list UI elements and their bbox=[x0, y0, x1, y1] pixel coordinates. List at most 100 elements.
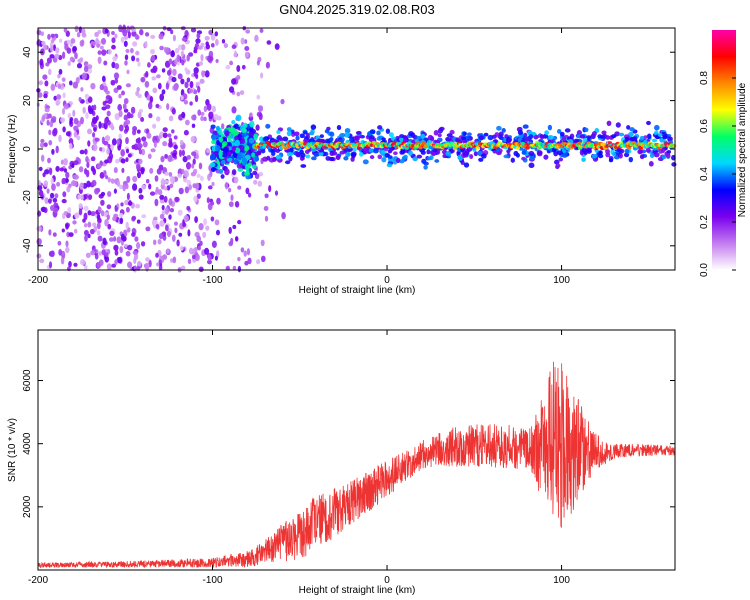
spectrogram-noise-point bbox=[140, 117, 145, 122]
spectrogram-noise-point bbox=[55, 165, 60, 172]
spectrogram-noise-point bbox=[131, 215, 137, 221]
spectrogram-band-point bbox=[249, 131, 254, 138]
spectrogram-halo-point bbox=[427, 134, 434, 141]
spectrogram-noise-point bbox=[118, 110, 123, 118]
spectrogram-noise-point bbox=[179, 139, 184, 146]
spectrogram-noise-point bbox=[44, 197, 49, 204]
spectrogram-halo-point bbox=[408, 131, 414, 137]
spectrogram-noise-point bbox=[65, 171, 70, 179]
spectrogram-halo-point bbox=[483, 132, 489, 137]
spectrogram-noise-point bbox=[42, 74, 48, 80]
spectrogram-noise-point bbox=[48, 261, 53, 269]
spectrogram-halo-point bbox=[533, 134, 539, 139]
spectrogram-noise-point bbox=[159, 213, 165, 220]
spectrogram-halo-point bbox=[495, 148, 501, 153]
spectrogram-halo-point bbox=[387, 155, 393, 159]
spectrogram-noise-point bbox=[234, 201, 240, 208]
spectrogram-noise-point bbox=[48, 167, 53, 175]
spectrogram-halo-point bbox=[286, 127, 292, 132]
spectrogram-noise-point bbox=[43, 93, 48, 99]
spectrogram-noise-point bbox=[168, 140, 173, 148]
spectrogram-noise-point bbox=[109, 230, 115, 237]
spectrogram-noise-point bbox=[57, 83, 62, 90]
spectrogram-noise-point bbox=[85, 155, 89, 163]
spectrogram-noise-point bbox=[181, 111, 186, 119]
spectrogram-noise-point bbox=[135, 57, 140, 62]
spectrogram-noise-point bbox=[180, 265, 186, 271]
spectrogram-noise-point bbox=[37, 92, 43, 98]
spectrogram-halo-point bbox=[350, 151, 357, 157]
spectrogram-halo-point bbox=[524, 136, 531, 142]
spectrogram-halo-point bbox=[343, 156, 349, 161]
spectrogram-noise-point bbox=[139, 29, 144, 36]
spectrogram-noise-point bbox=[210, 216, 215, 222]
spectrogram-halo-point bbox=[254, 156, 260, 162]
spectrogram-noise-point bbox=[146, 132, 152, 139]
spectrogram-band-point bbox=[241, 157, 247, 164]
spectrogram-noise-point bbox=[110, 143, 114, 151]
spectrogram-halo-point bbox=[645, 147, 651, 153]
spectrogram-noise-point bbox=[177, 73, 183, 80]
spectrogram-band-point bbox=[218, 129, 223, 136]
spectrogram-noise-point bbox=[207, 173, 211, 181]
spectrogram-y-ticks: -40 -20 0 20 40 bbox=[22, 46, 675, 253]
spectrogram-noise-point bbox=[46, 188, 50, 194]
spectrogram-noise-point bbox=[72, 45, 78, 52]
spectrogram-noise-point bbox=[66, 185, 71, 193]
spectrogram-halo-point bbox=[300, 164, 307, 168]
spectrogram-noise-point bbox=[177, 209, 183, 216]
spectrogram-noise-point bbox=[178, 149, 183, 157]
spectrogram-noise-point bbox=[87, 140, 91, 147]
spectrogram-halo-point bbox=[426, 149, 431, 155]
spectrogram-noise-point bbox=[173, 144, 178, 150]
spectrogram-band-point bbox=[211, 134, 217, 141]
spectrogram-noise-point bbox=[103, 60, 108, 66]
spectrogram-noise-point bbox=[52, 128, 58, 137]
spectrogram-halo-point bbox=[591, 131, 597, 137]
spectrogram-halo-point bbox=[543, 154, 549, 160]
figure-title: GN04.2025.319.02.08.R03 bbox=[279, 2, 434, 17]
spectrogram-noise-point bbox=[136, 260, 142, 267]
spectrogram-band-point bbox=[222, 141, 228, 146]
spectrogram-halo-point bbox=[270, 148, 275, 153]
spectrogram-noise-point bbox=[145, 226, 151, 232]
spectrogram-noise-point bbox=[198, 223, 204, 231]
spectrogram-noise-point bbox=[67, 206, 72, 214]
spectrogram-band-point bbox=[218, 150, 223, 157]
spectrogram-noise-point bbox=[39, 142, 45, 149]
spectrogram-noise-point bbox=[188, 184, 192, 191]
colorbar: 0.0 0.2 0.4 0.6 0.8 Normalized spectral ampl… bbox=[699, 30, 748, 277]
spectrogram-halo-point bbox=[265, 123, 271, 129]
spectrogram-halo-point bbox=[498, 131, 504, 137]
spectrogram-noise-point bbox=[126, 175, 131, 183]
spectrogram-halo-point bbox=[510, 157, 516, 163]
spectrogram-noise-point bbox=[73, 117, 79, 125]
spectrogram-noise-point bbox=[86, 128, 93, 135]
spectrogram-noise-point bbox=[199, 240, 203, 246]
spectrogram-noise-point bbox=[148, 113, 153, 119]
spectrogram-halo-point bbox=[276, 129, 281, 135]
spectrogram-noise-point bbox=[167, 154, 173, 163]
spectrogram-noise-point bbox=[200, 54, 204, 62]
spectrogram-halo-point bbox=[478, 157, 484, 162]
spectrogram-halo-point bbox=[605, 152, 611, 158]
spectrogram-noise-point bbox=[249, 112, 253, 118]
spectrogram-halo-point bbox=[313, 152, 320, 157]
spectrogram-noise-point bbox=[204, 247, 210, 255]
spectrogram-halo-point bbox=[586, 135, 592, 139]
spectrogram-noise-point bbox=[191, 151, 197, 157]
spectrogram-halo-point bbox=[496, 125, 502, 131]
spectrogram-halo-point bbox=[639, 135, 645, 141]
y-tick-label: -40 bbox=[22, 238, 33, 253]
spectrogram-noise-point bbox=[202, 231, 207, 239]
spectrogram-noise-point bbox=[38, 80, 44, 86]
spectrogram-noise-point bbox=[78, 208, 83, 216]
spectrogram-noise-point bbox=[173, 83, 179, 91]
spectrogram-halo-point bbox=[446, 133, 453, 138]
spectrogram-noise-point bbox=[73, 174, 79, 180]
spectrogram-noise-point bbox=[191, 114, 197, 121]
spectrogram-halo-point bbox=[539, 134, 544, 139]
spectrogram-noise-point bbox=[166, 248, 170, 254]
spectrogram-noise-point bbox=[201, 70, 206, 78]
spectrogram-noise-point bbox=[111, 61, 116, 69]
